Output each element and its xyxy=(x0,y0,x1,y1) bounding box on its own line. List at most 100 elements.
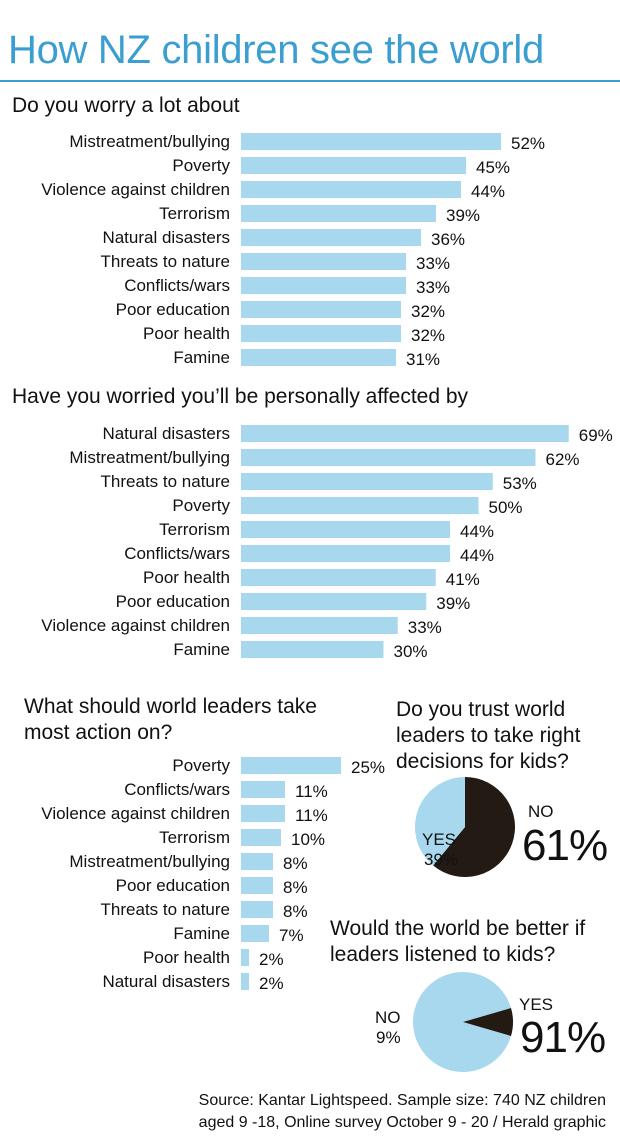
pie2-title: Would the world be better if leaders lis… xyxy=(330,917,586,966)
pie1-yes-value: 39% xyxy=(424,850,458,869)
pie1-slice-no xyxy=(433,777,515,878)
chart1-category-label: Threats to nature xyxy=(101,252,230,271)
chart2-category-label: Poor education xyxy=(116,592,230,611)
chart2-value-label: 41% xyxy=(446,570,480,589)
chart1-bar xyxy=(241,205,436,222)
chart2-bar xyxy=(241,617,398,634)
pie1-no-value: 61% xyxy=(522,821,607,870)
chart2-category-label: Poor health xyxy=(143,568,230,587)
chart1-category-label: Poor health xyxy=(143,324,230,343)
page-title: How NZ children see the world xyxy=(8,28,544,72)
chart3-value-label: 11% xyxy=(295,806,328,825)
chart2-category-label: Violence against children xyxy=(41,616,230,635)
source-line-1: Source: Kantar Lightspeed. Sample size: … xyxy=(198,1092,606,1109)
chart1-category-label: Violence against children xyxy=(41,180,230,199)
chart3-category-label: Mistreatment/bullying xyxy=(69,852,230,871)
chart2-bar xyxy=(241,641,384,658)
chart3-category-label: Threats to nature xyxy=(101,900,230,919)
chart1-bar xyxy=(241,181,461,198)
pie2-no-label: NO xyxy=(375,1008,401,1027)
chart1-category-label: Conflicts/wars xyxy=(124,276,230,295)
chart1-value-label: 31% xyxy=(406,350,440,369)
chart1-category-label: Famine xyxy=(173,348,230,367)
chart2-category-label: Famine xyxy=(173,640,230,659)
chart2-value-label: 62% xyxy=(546,450,580,469)
chart3-bar xyxy=(241,853,273,870)
chart1-bar xyxy=(241,157,466,174)
chart3-category-label: Famine xyxy=(173,924,230,943)
chart1-category-label: Poor education xyxy=(116,300,230,319)
chart1-category-label: Natural disasters xyxy=(102,228,230,247)
chart1-value-label: 44% xyxy=(471,182,505,201)
chart3-value-label: 25% xyxy=(351,758,385,777)
chart3-category-label: Violence against children xyxy=(41,804,230,823)
chart2-bar xyxy=(241,521,450,538)
chart3-category-label: Poverty xyxy=(172,756,230,775)
chart2-bar xyxy=(241,425,569,442)
chart2-category-label: Mistreatment/bullying xyxy=(69,448,230,467)
chart2-bar xyxy=(241,473,493,490)
chart1-bar xyxy=(241,349,396,366)
chart2-category-label: Terrorism xyxy=(159,520,230,539)
chart2-category-label: Poverty xyxy=(172,496,230,515)
chart3-value-label: 8% xyxy=(283,902,308,921)
pie2-yes-value: 91% xyxy=(520,1013,605,1062)
chart3-category-label: Terrorism xyxy=(159,828,230,847)
chart2-bar xyxy=(241,593,427,610)
chart2-bar xyxy=(241,449,536,466)
chart2-value-label: 33% xyxy=(408,618,442,637)
chart2-bar xyxy=(241,497,479,514)
chart3-bar xyxy=(241,925,269,942)
pie2-yes-label: YES xyxy=(519,995,553,1014)
chart1-value-label: 33% xyxy=(416,254,450,273)
chart1-value-label: 32% xyxy=(411,326,445,345)
chart1-value-label: 39% xyxy=(446,206,480,225)
chart3-value-label: 10% xyxy=(291,830,325,849)
chart1-bar xyxy=(241,133,501,150)
chart2-category-label: Natural disasters xyxy=(102,424,230,443)
chart2-value-label: 69% xyxy=(579,426,613,445)
chart3-bar xyxy=(241,973,249,990)
chart1-category-label: Mistreatment/bullying xyxy=(69,132,230,151)
chart1-bar xyxy=(241,325,401,342)
chart3-bar xyxy=(241,901,273,918)
chart1-value-label: 32% xyxy=(411,302,445,321)
chart1-bar xyxy=(241,301,401,318)
chart3-category-label: Conflicts/wars xyxy=(124,780,230,799)
chart2-value-label: 53% xyxy=(503,474,537,493)
chart1-value-label: 45% xyxy=(476,158,510,177)
chart1-bar xyxy=(241,277,406,294)
chart2-category-label: Threats to nature xyxy=(101,472,230,491)
chart2-bar xyxy=(241,569,436,586)
chart3-value-label: 2% xyxy=(259,950,284,969)
chart1-bar xyxy=(241,229,421,246)
chart1-bar xyxy=(241,253,406,270)
chart1-title: Do you worry a lot about xyxy=(12,94,240,117)
chart1-category-label: Poverty xyxy=(172,156,230,175)
chart2-value-label: 50% xyxy=(489,498,523,517)
chart2-bar xyxy=(241,545,450,562)
chart3-category-label: Natural disasters xyxy=(102,972,230,991)
chart2-value-label: 30% xyxy=(394,642,428,661)
pie1-title: Do you trust world leaders to take right… xyxy=(396,698,581,773)
source-note: Source: Kantar Lightspeed. Sample size: … xyxy=(66,1090,606,1134)
chart2-value-label: 44% xyxy=(460,546,494,565)
pie1-no-label: NO xyxy=(528,802,554,821)
chart3-bar xyxy=(241,757,341,774)
pie1-yes-label: YES xyxy=(422,830,456,849)
chart3-title: What should world leaders take most acti… xyxy=(24,695,317,744)
chart3-value-label: 8% xyxy=(283,854,308,873)
pie2-slice-yes xyxy=(412,971,512,1072)
pie2-no-value: 9% xyxy=(376,1028,401,1047)
chart3-bar xyxy=(241,949,249,966)
chart2-value-label: 44% xyxy=(460,522,494,541)
chart1-category-label: Terrorism xyxy=(159,204,230,223)
pie1-slice-yes xyxy=(415,777,465,866)
chart1-value-label: 33% xyxy=(416,278,450,297)
chart2-value-label: 39% xyxy=(436,594,470,613)
title-divider xyxy=(0,80,620,82)
chart1-value-label: 36% xyxy=(431,230,465,249)
chart3-bar xyxy=(241,877,273,894)
chart1-value-label: 52% xyxy=(511,134,545,153)
